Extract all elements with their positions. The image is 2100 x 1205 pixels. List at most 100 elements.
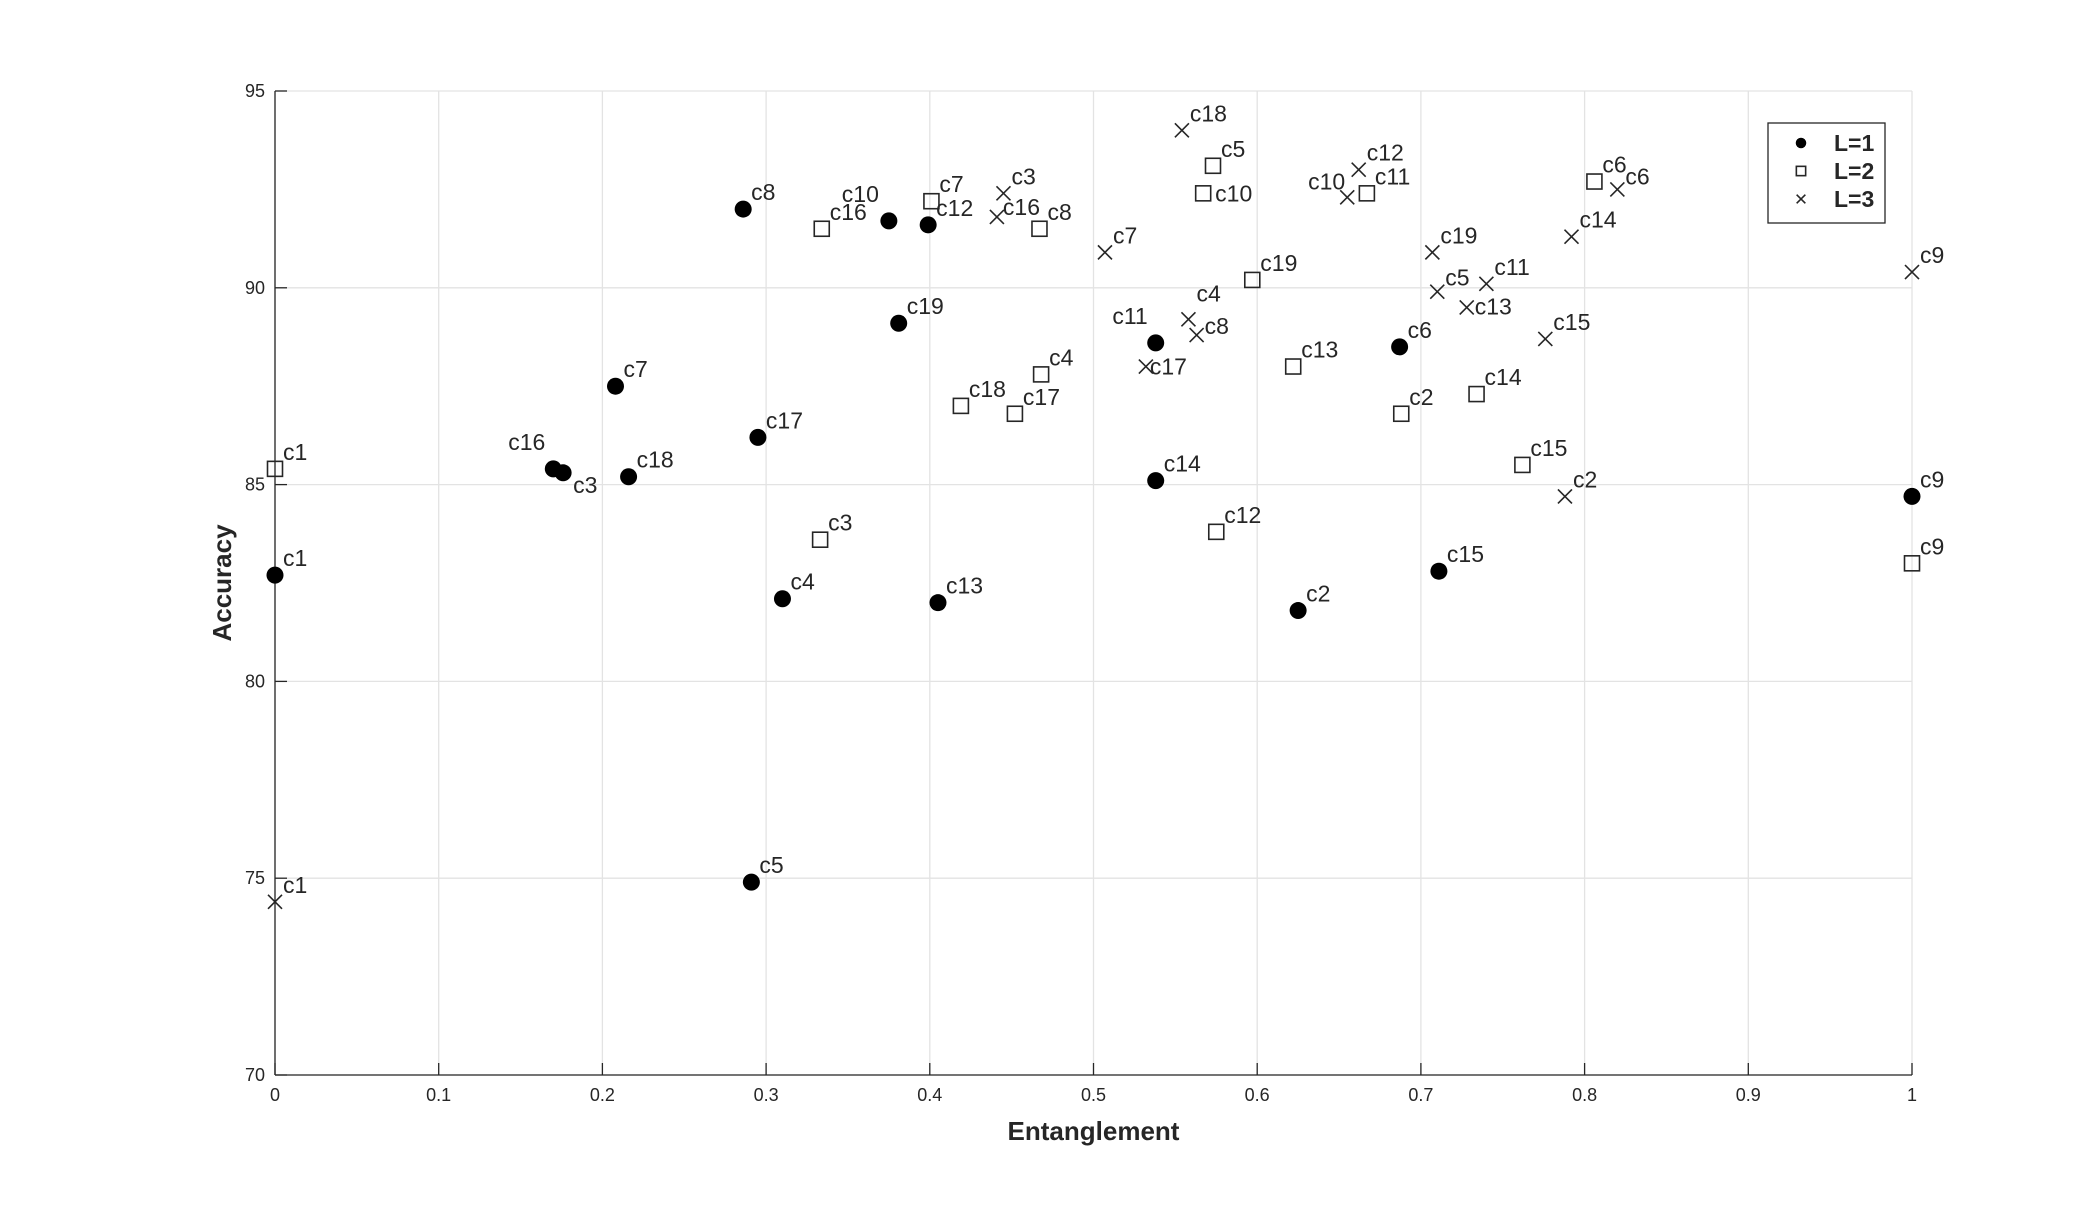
point-label: c13 — [1475, 293, 1512, 319]
data-point: c14 — [1468, 364, 1522, 403]
square-marker — [1207, 523, 1225, 541]
point-label: c12 — [1367, 140, 1404, 166]
square-marker — [1586, 173, 1603, 190]
point-label: c14 — [1164, 451, 1201, 477]
point-label: c2 — [1573, 466, 1597, 492]
data-point: c13 — [929, 573, 983, 612]
data-point: c6 — [1586, 152, 1627, 190]
point-label: c1 — [283, 872, 307, 898]
data-points: c1c2c3c4c5c6c7c8c9c10c11c12c13c14c15c16c… — [266, 100, 1944, 910]
legend-label: L=1 — [1834, 130, 1874, 156]
cross-stroke — [1904, 264, 1920, 280]
cross-stroke — [1609, 181, 1625, 197]
point-label: c18 — [1190, 100, 1227, 126]
point-label: c12 — [1224, 502, 1261, 528]
point-label: c11 — [1494, 254, 1529, 280]
data-point: c15 — [1537, 309, 1590, 347]
point-label: c7 — [623, 356, 647, 382]
data-point: c16 — [508, 429, 562, 478]
circle-marker — [544, 460, 562, 478]
y-tick-label: 95 — [245, 81, 265, 101]
cross-stroke — [1424, 244, 1440, 260]
data-point: c16 — [813, 199, 867, 238]
point-label: c18 — [637, 447, 674, 473]
point-label: c10 — [1215, 180, 1252, 206]
data-point: c2 — [1392, 384, 1434, 423]
x-axis-title: Entanglement — [1008, 1116, 1180, 1146]
cross-stroke — [1459, 299, 1475, 316]
data-point: c1 — [267, 872, 307, 910]
cross-marker — [1174, 122, 1190, 138]
cross-marker — [1138, 358, 1154, 375]
circle-marker — [880, 212, 898, 230]
circle-marker — [742, 873, 760, 891]
y-tick-label: 70 — [245, 1065, 265, 1085]
square-marker — [1006, 405, 1024, 423]
point-label: c18 — [969, 376, 1006, 402]
x-tick-label: 1 — [1907, 1085, 1917, 1105]
point-label: c12 — [936, 195, 973, 221]
circle-marker — [1147, 334, 1165, 352]
circle-marker — [734, 200, 752, 218]
cross-marker — [1904, 264, 1920, 280]
data-point: c17 — [749, 407, 803, 446]
data-point: c11 — [1112, 303, 1165, 352]
point-label: c1 — [283, 439, 307, 465]
point-label: c13 — [1301, 337, 1338, 363]
data-point: c5 — [1429, 265, 1470, 300]
cross-marker — [1563, 229, 1580, 245]
circle-marker — [919, 216, 937, 234]
square-marker — [1031, 220, 1048, 238]
x-tick-label: 0.9 — [1736, 1085, 1761, 1105]
data-point: c15 — [1514, 435, 1567, 474]
y-tick-label: 80 — [245, 671, 265, 691]
grid — [274, 90, 1913, 1076]
cross-stroke — [989, 209, 1005, 225]
point-label: c6 — [1625, 163, 1649, 189]
circle-marker — [1289, 602, 1307, 620]
point-label: c8 — [751, 179, 775, 205]
y-tick-label: 90 — [245, 278, 265, 298]
x-tick-label: 0.2 — [590, 1085, 615, 1105]
data-point: c4 — [773, 569, 815, 608]
point-label: c11 — [1375, 163, 1410, 189]
point-label: c16 — [508, 429, 545, 455]
circle-marker — [266, 566, 284, 584]
data-point: c4 — [1180, 280, 1221, 327]
point-label: c3 — [1011, 163, 1035, 189]
data-point: c2 — [1557, 466, 1597, 504]
x-tick-label: 0.1 — [426, 1085, 451, 1105]
x-tick-label: 0.8 — [1572, 1085, 1597, 1105]
cross-stroke — [1351, 162, 1367, 178]
point-label: c10 — [1308, 168, 1345, 194]
point-label: c19 — [907, 293, 944, 319]
circle-marker — [773, 590, 791, 608]
data-point: c13 — [1459, 293, 1512, 319]
square-marker — [1032, 366, 1050, 383]
point-label: c17 — [1150, 354, 1187, 380]
point-label: c4 — [1196, 280, 1221, 306]
square-marker — [1194, 185, 1212, 202]
legend-box — [1767, 122, 1886, 224]
cross-stroke — [1189, 327, 1205, 343]
square-marker — [813, 220, 831, 238]
cross-marker — [1609, 181, 1625, 197]
point-label: c19 — [1260, 250, 1297, 276]
data-point: c1 — [266, 545, 307, 584]
square-marker — [811, 531, 829, 549]
point-label: c15 — [1447, 541, 1484, 567]
data-point: c5 — [1204, 136, 1245, 175]
point-label: c5 — [1445, 265, 1469, 291]
point-label: c7 — [939, 171, 963, 197]
data-point: c18 — [620, 447, 674, 486]
point-label: c13 — [946, 573, 983, 599]
cross-marker — [1189, 327, 1205, 343]
cross-marker — [1339, 189, 1355, 205]
point-label: c9 — [1920, 466, 1944, 492]
point-label: c6 — [1602, 152, 1626, 178]
point-label: c4 — [790, 569, 815, 595]
data-point: c6 — [1391, 317, 1432, 356]
cross-marker — [1351, 162, 1367, 178]
point-label: c16 — [1003, 194, 1040, 220]
data-point: c10 — [842, 181, 898, 230]
